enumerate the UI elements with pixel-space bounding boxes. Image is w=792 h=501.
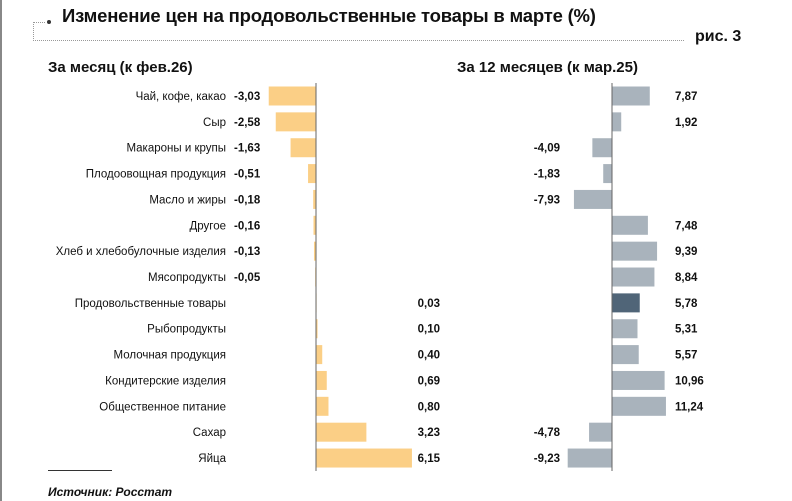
source-divider <box>48 470 112 471</box>
right-bar <box>573 189 612 209</box>
right-value-label: 8,84 <box>675 272 698 284</box>
left-value-label: -2,58 <box>234 117 261 129</box>
left-value-label: -1,63 <box>234 143 260 155</box>
left-bar <box>316 422 367 442</box>
category-label: Кондитерские изделия <box>105 375 226 387</box>
left-value-label: 0,03 <box>418 298 440 310</box>
right-value-label: 10,96 <box>675 375 704 387</box>
right-bar <box>612 319 638 339</box>
frame-border <box>0 0 2 501</box>
category-label: Яйца <box>198 453 226 465</box>
left-bar <box>313 241 316 261</box>
right-bar <box>603 164 612 184</box>
left-value-label: -0,13 <box>234 246 260 258</box>
right-bar <box>612 86 650 106</box>
chart-title: Изменение цен на продовольственные товар… <box>62 5 596 26</box>
left-value-label: 0,10 <box>418 324 440 336</box>
right-bar <box>612 370 665 390</box>
category-label: Сахар <box>193 427 226 439</box>
left-value-label: 0,40 <box>418 350 440 362</box>
bullet-icon <box>47 20 51 24</box>
left-bar <box>313 189 316 209</box>
left-value-label: -0,51 <box>234 169 261 181</box>
category-label: Общественное питание <box>99 401 226 413</box>
right-bar <box>612 215 648 235</box>
left-value-label: 0,69 <box>418 375 440 387</box>
left-chart-title: За месяц (к фев.26) <box>48 59 193 76</box>
left-value-label: 3,23 <box>418 427 440 439</box>
left-value-label: -0,18 <box>234 194 261 206</box>
left-value-label: 6,15 <box>418 453 441 465</box>
right-value-label: 1,92 <box>675 117 697 129</box>
category-label: Мясопродукты <box>148 272 226 284</box>
right-bar <box>612 293 640 313</box>
left-bar <box>316 345 323 365</box>
category-label: Сыр <box>203 117 226 129</box>
left-bar <box>316 396 329 416</box>
left-value-label: 0,80 <box>418 401 440 413</box>
right-value-label: -1,83 <box>534 169 560 181</box>
right-value-label: 5,78 <box>675 298 698 310</box>
right-value-label: 7,87 <box>675 91 697 103</box>
left-value-label: -0,05 <box>234 272 261 284</box>
left-bar <box>316 319 318 339</box>
left-value-label: -0,16 <box>234 220 260 232</box>
category-label: Продовольственные товары <box>75 298 226 310</box>
category-label: Макароны и крупы <box>126 143 226 155</box>
category-label: Масло и жиры <box>149 194 226 206</box>
left-bar <box>316 370 327 390</box>
source-note: Источник: Росстат <box>48 485 173 499</box>
figure-label: рис. 3 <box>695 28 742 45</box>
right-bar <box>589 422 612 442</box>
left-bar <box>316 448 412 468</box>
right-value-label: 7,48 <box>675 220 698 232</box>
right-bar <box>592 138 612 158</box>
category-label: Другое <box>189 220 226 232</box>
left-bar <box>313 215 316 235</box>
right-chart-title: За 12 месяцев (к мар.25) <box>457 59 638 76</box>
category-label: Хлеб и хлебобулочные изделия <box>56 246 226 258</box>
right-value-label: -4,09 <box>534 143 560 155</box>
right-value-label: -9,23 <box>534 453 560 465</box>
right-bar <box>612 112 622 132</box>
right-value-label: -4,78 <box>534 427 561 439</box>
right-bar <box>612 345 639 365</box>
right-value-label: -7,93 <box>534 194 560 206</box>
right-bar <box>612 396 666 416</box>
right-bar <box>567 448 612 468</box>
right-value-label: 11,24 <box>675 401 704 413</box>
left-value-label: -3,03 <box>234 91 260 103</box>
category-label: Чай, кофе, какао <box>136 91 226 103</box>
right-bar <box>612 241 658 261</box>
right-value-label: 9,39 <box>675 246 697 258</box>
left-bar <box>290 138 316 158</box>
category-label: Рыбопродукты <box>147 324 226 336</box>
title-decoration <box>33 22 45 23</box>
left-bar <box>268 86 316 106</box>
category-label: Плодоовощная продукция <box>86 169 226 181</box>
category-label: Молочная продукция <box>114 350 227 362</box>
right-bar <box>612 267 655 287</box>
right-value-label: 5,57 <box>675 350 697 362</box>
title-decoration-dotted <box>33 24 684 41</box>
right-value-label: 5,31 <box>675 324 698 336</box>
left-bar <box>275 112 316 132</box>
left-bar <box>308 164 316 184</box>
